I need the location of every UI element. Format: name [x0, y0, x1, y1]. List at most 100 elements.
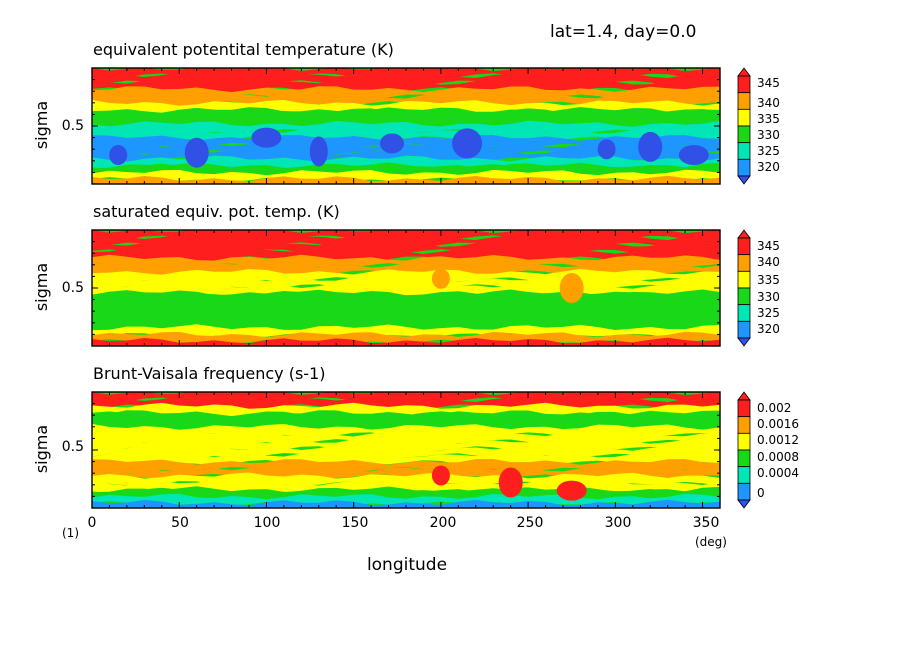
contour-blob: [184, 137, 209, 168]
panel-3-plot: [91, 391, 721, 509]
colorbar-swatch: [737, 254, 751, 272]
contour-blob: [431, 268, 450, 289]
contour-band: [92, 438, 720, 453]
panel-2: saturated equiv. pot. temp. (K) sigma 0.…: [32, 202, 780, 347]
panel-1-cbtick: 335: [757, 112, 780, 126]
x-tick-label: 150: [342, 515, 369, 531]
x-unit-label: (deg): [695, 535, 727, 549]
colorbar-swatch: [737, 142, 751, 160]
panel-3: Brunt-Vaisala frequency (s-1) sigma 0.5 …: [32, 364, 799, 575]
plot-area: [92, 392, 720, 508]
contour-blob: [556, 480, 587, 501]
colorbar-swatch: [737, 399, 751, 418]
panel-1-colorbar: [737, 67, 751, 185]
x-tick-label: 0: [88, 515, 97, 531]
panel-3-cbtick: 0.0008: [757, 450, 799, 464]
contour-band: [92, 169, 720, 184]
panel-2-ylabel: sigma: [32, 263, 51, 311]
colorbar-bottom-arrow: [737, 499, 751, 509]
x-axis-label: longitude: [367, 555, 447, 575]
colorbar-swatch: [737, 158, 751, 177]
contour-band: [92, 127, 720, 142]
panel-2-cbtick: 340: [757, 255, 780, 269]
panel-3-cbtick: 0.0004: [757, 466, 799, 480]
contour-band: [92, 240, 720, 256]
colorbar-swatch: [737, 287, 751, 306]
panel-3-cbtick: 0: [757, 486, 765, 500]
panel-2-colorbar-ticks: 345 340 335 330 325 320: [757, 239, 780, 336]
panel-3-cbtick: 0.002: [757, 401, 791, 415]
contour-band: [92, 297, 720, 312]
contour-band: [92, 248, 720, 263]
panel-3-cbtick: 0.0016: [757, 417, 799, 431]
colorbar-swatch: [737, 320, 751, 339]
panel-1-cbtick: 325: [757, 144, 780, 158]
panel-2-cbtick: 345: [757, 239, 780, 253]
colorbar-swatch: [737, 270, 751, 289]
contour-band: [92, 331, 720, 346]
contour-band: [92, 459, 720, 474]
x-tick-label: 50: [171, 515, 189, 531]
colorbar-top-arrow: [737, 391, 751, 401]
contour-band: [92, 410, 720, 425]
panel-1-colorbar-ticks: 345 340 335 330 325 320: [757, 76, 780, 174]
colorbar-swatch: [737, 432, 751, 451]
contour-band: [92, 86, 720, 101]
plot-area: [92, 68, 720, 184]
panel-2-cbtick: 335: [757, 273, 780, 287]
colorbar-swatch: [737, 449, 751, 468]
contour-band: [92, 78, 720, 94]
panel-1: equivalent potentital temperature (K) si…: [32, 40, 780, 185]
panel-2-cbtick: 320: [757, 322, 780, 336]
panel-1-cbtick: 330: [757, 128, 780, 142]
plot-area: [92, 230, 720, 346]
panel-2-title: saturated equiv. pot. temp. (K): [93, 202, 340, 221]
contour-blob: [380, 133, 404, 154]
colorbar-bottom-arrow: [737, 337, 751, 347]
x-tick-label: 200: [430, 515, 457, 531]
colorbar-top-arrow: [737, 229, 751, 239]
figure-corner-label: (1): [62, 526, 79, 540]
colorbar-swatch: [737, 92, 751, 110]
contour-blob: [597, 139, 616, 160]
colorbar-swatch: [737, 75, 751, 94]
x-tick-label: 300: [605, 515, 632, 531]
panel-2-ytick: 0.5: [62, 280, 84, 296]
x-tick-label: 250: [517, 515, 544, 531]
panel-1-cbtick: 345: [757, 76, 780, 90]
x-tick-label: 100: [254, 515, 281, 531]
colorbar-swatch: [737, 237, 751, 256]
panel-3-ytick: 0.5: [62, 439, 84, 455]
panel-1-plot: [91, 67, 721, 185]
panel-3-colorbar-ticks: 0.002 0.0016 0.0012 0.0008 0.0004 0: [757, 401, 799, 500]
contour-band: [92, 402, 720, 418]
colorbar-swatch: [737, 108, 751, 127]
colorbar-swatch: [737, 125, 751, 144]
colorbar-top-arrow: [737, 67, 751, 77]
contour-blob: [638, 131, 663, 162]
contour-blob: [678, 145, 709, 165]
contour-band: [92, 451, 720, 466]
contour-blob: [559, 273, 584, 303]
panel-1-title: equivalent potentital temperature (K): [93, 40, 394, 59]
colorbar-swatch: [737, 416, 751, 434]
colorbar-bottom-arrow: [737, 175, 751, 185]
panel-2-plot: [91, 229, 721, 347]
panel-1-ytick: 0.5: [62, 118, 84, 134]
x-tick-label: 350: [693, 515, 720, 531]
colorbar-swatch: [737, 466, 751, 484]
contour-blob: [251, 127, 282, 148]
figure-header: lat=1.4, day=0.0: [550, 22, 696, 42]
panel-2-cbtick: 325: [757, 306, 780, 320]
panel-3-title: Brunt-Vaisala frequency (s-1): [93, 364, 325, 383]
x-tick-labels: 0 50 100 150 200 250 300 350: [88, 515, 720, 531]
panel-1-ylabel: sigma: [32, 101, 51, 149]
panel-3-cbtick: 0.0012: [757, 433, 799, 447]
contour-blob: [309, 136, 328, 167]
contour-blob: [431, 465, 450, 486]
contour-band: [92, 135, 720, 150]
contour-blob: [452, 128, 483, 159]
panel-1-cbtick: 340: [757, 96, 780, 110]
panel-3-ylabel: sigma: [32, 425, 51, 473]
